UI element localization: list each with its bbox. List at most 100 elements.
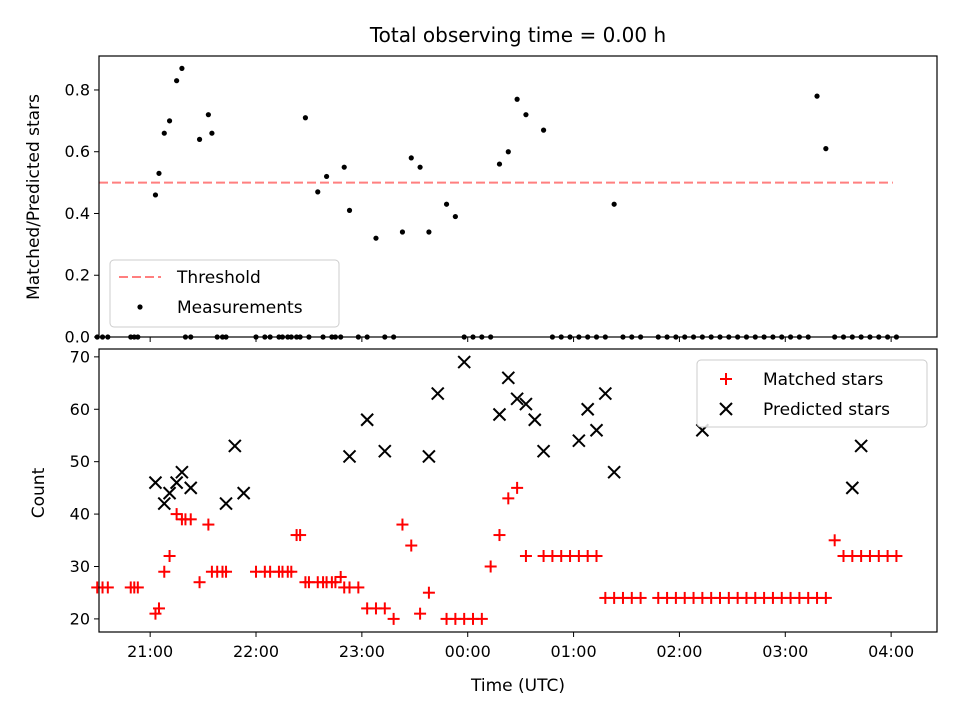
matched-star-point	[819, 591, 832, 604]
matched-star-point	[890, 550, 903, 563]
matched-star-point	[414, 607, 427, 620]
predicted-star-point	[457, 355, 471, 369]
measurement-point	[443, 201, 450, 207]
measurement-point	[341, 164, 347, 170]
matched-star-point	[396, 518, 409, 531]
bottom-x-tick-label: 23:00	[339, 642, 385, 661]
legend-threshold-label: Threshold	[176, 268, 261, 288]
top-marks	[94, 65, 900, 340]
measurement-point	[174, 78, 180, 84]
predicted-star-point	[157, 496, 171, 511]
bottom-x-tick-label: 04:00	[868, 642, 914, 661]
measurement-point	[823, 146, 829, 152]
predicted-star-point	[422, 449, 436, 464]
matched-star-point	[294, 529, 307, 542]
predicted-star-point	[607, 465, 621, 479]
top-x-ticks	[149, 337, 892, 342]
bottom-y-ticks: 20 30 40 50 60 70	[70, 347, 99, 628]
predicted-star-point	[501, 371, 516, 385]
measurement-point	[166, 118, 173, 124]
predicted-star-point	[572, 434, 586, 448]
bottom-y-tick-label: 40	[70, 505, 90, 524]
top-y-tick-label: 0.4	[65, 204, 90, 223]
bottom-axes-frame	[98, 348, 938, 633]
top-y-tick-label: 0.0	[65, 328, 90, 347]
measurement-point	[452, 213, 458, 220]
bottom-y-tick-label: 60	[70, 400, 90, 419]
matched-star-point	[378, 602, 391, 615]
bottom-x-tick-label: 21:00	[127, 642, 173, 661]
predicted-star-point	[228, 439, 242, 453]
measurement-point	[196, 136, 203, 142]
top-axes-frame	[98, 55, 938, 338]
measurement-point	[505, 149, 511, 155]
predicted-star-point	[854, 439, 868, 453]
legend-measurements-swatch	[137, 304, 143, 310]
matched-star-point	[405, 539, 418, 552]
bottom-y-axis-label: Count	[29, 467, 49, 518]
matched-star-point	[329, 576, 342, 589]
matched-star-point	[387, 612, 400, 625]
matched-star-point	[493, 529, 506, 542]
matched-star-point	[193, 576, 206, 589]
predicted-star-point	[219, 496, 233, 511]
top-y-tick-label: 0.6	[65, 142, 90, 161]
predicted-star-point	[148, 475, 163, 490]
predicted-star-point	[519, 397, 533, 411]
matched-star-point	[158, 565, 171, 578]
bottom-x-tick-label: 01:00	[551, 642, 597, 661]
bottom-x-tick-label: 22:00	[233, 642, 279, 661]
predicted-star-point	[528, 413, 542, 427]
matched-star-point	[352, 581, 365, 594]
predicted-star-point	[184, 481, 198, 495]
measurement-point	[399, 229, 406, 235]
top-y-ticks: 0.0 0.2 0.4 0.6 0.8	[65, 80, 99, 347]
matched-star-point	[511, 481, 524, 494]
bottom-y-tick-label: 70	[70, 347, 90, 366]
measurement-point	[373, 235, 379, 241]
measurement-point	[417, 164, 423, 170]
bottom-legend-box	[696, 359, 928, 428]
matched-star-point	[152, 602, 165, 615]
matched-star-point	[634, 591, 647, 604]
matched-star-point	[484, 560, 497, 573]
predicted-star-point	[378, 444, 392, 458]
bottom-x-tick-label: 03:00	[762, 642, 808, 661]
bottom-x-tick-label: 02:00	[656, 642, 702, 661]
predicted-star-point	[845, 481, 860, 495]
measurement-point	[408, 155, 414, 161]
legend-predicted-swatch	[719, 402, 733, 416]
bottom-plot: 20 30 40 50 60 70 21:00 22:00 23:00 00:00 01:00 02…	[29, 347, 938, 696]
top-y-tick-label: 0.8	[65, 80, 90, 99]
measurement-point	[814, 93, 820, 99]
top-legend-box	[109, 259, 340, 328]
top-chart-title: Total observing time = 0.00 h	[369, 23, 666, 47]
measurement-point	[323, 173, 330, 180]
measurement-point	[611, 201, 617, 207]
matched-star-point	[170, 508, 183, 521]
bottom-y-tick-label: 20	[70, 609, 90, 628]
predicted-star-point	[536, 444, 551, 458]
top-plot: 0.0 0.2 0.4 0.6 0.8 Matched/Predicted stars	[24, 55, 938, 347]
matched-star-point	[220, 565, 233, 578]
predicted-star-point	[589, 423, 604, 437]
matched-star-point	[202, 518, 215, 531]
measurement-point	[540, 127, 547, 133]
measurement-point	[523, 112, 529, 118]
predicted-star-point	[510, 392, 524, 406]
predicted-star-point	[342, 449, 357, 464]
legend-predicted-label: Predicted stars	[763, 400, 890, 420]
matched-star-point	[131, 581, 144, 594]
predicted-star-point	[175, 465, 189, 479]
top-legend: Threshold Measurements	[109, 259, 340, 328]
measurement-point	[315, 189, 321, 195]
matched-star-point	[422, 586, 435, 599]
matched-star-point	[184, 513, 197, 526]
measurement-point	[156, 170, 162, 176]
predicted-star-point	[492, 407, 507, 422]
bottom-y-tick-label: 50	[70, 452, 90, 471]
matched-star-point	[285, 565, 298, 578]
measurement-point	[205, 112, 211, 118]
predicted-star-point	[580, 402, 595, 416]
measurement-point	[346, 207, 353, 213]
